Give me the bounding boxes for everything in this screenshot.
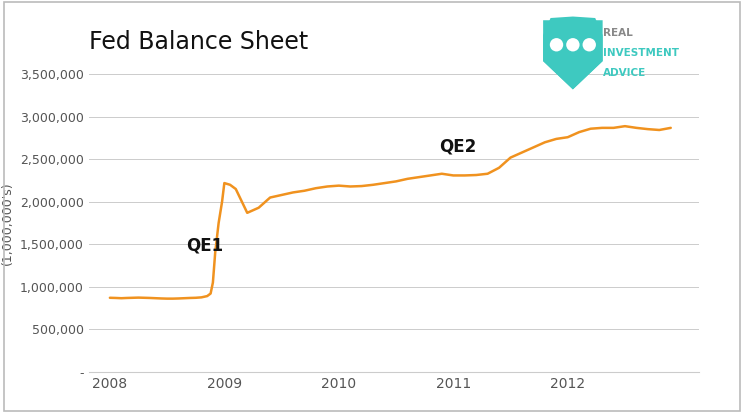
Text: QE1: QE1 [187, 236, 224, 254]
Polygon shape [543, 17, 603, 89]
Y-axis label: (1,000,000's): (1,000,000's) [1, 181, 14, 265]
Text: QE2: QE2 [440, 138, 477, 156]
Text: ADVICE: ADVICE [603, 68, 646, 78]
Polygon shape [543, 20, 603, 89]
Text: Fed Balance Sheet: Fed Balance Sheet [89, 30, 309, 54]
Text: INVESTMENT: INVESTMENT [603, 48, 679, 58]
Circle shape [583, 38, 596, 52]
Circle shape [550, 38, 563, 52]
Text: REAL: REAL [603, 28, 632, 38]
Circle shape [566, 38, 580, 52]
